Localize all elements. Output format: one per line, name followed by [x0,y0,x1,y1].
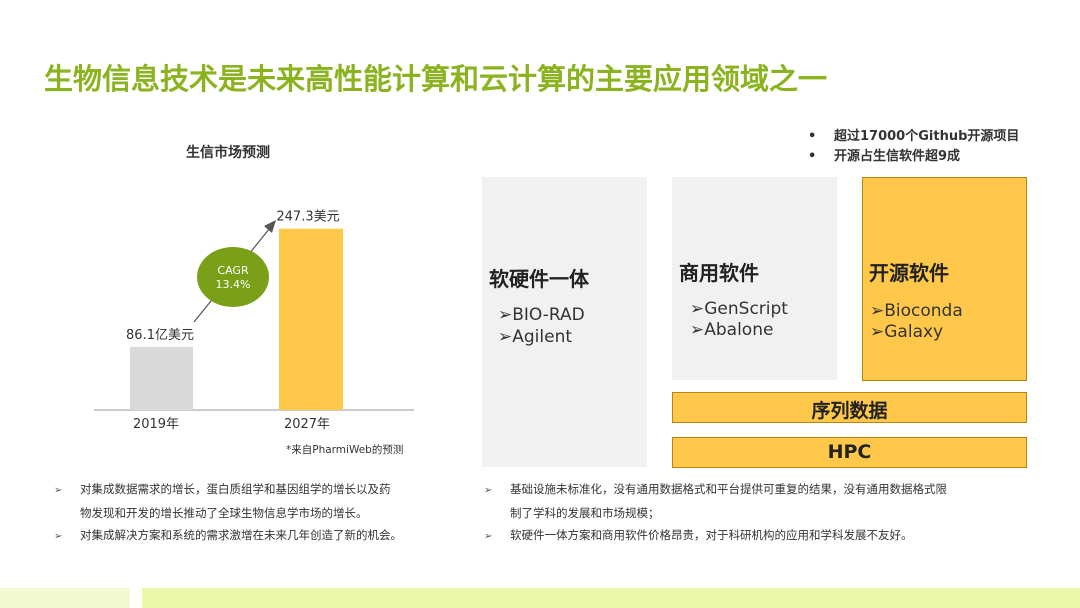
page-title: 生物信息技术是未来高性能计算和云计算的主要应用领域之一 [44,62,828,96]
bar-2027 [279,228,343,410]
note-bullet-icon: ➢ [54,531,63,542]
left-note-2: ➢ 对集成解决方案和系统的需求激增在未来几年创造了新的机会。 [54,524,474,548]
top-bullet-github: • 超过17000个Github开源项目 [808,129,1020,144]
box-hardware-software: 软硬件一体 ➢BIO-RAD ➢Agilent [482,177,647,467]
cagr-label: CAGR [217,264,249,277]
box-title-commercial: 商用软件 [679,261,759,285]
note-bullet-icon: ➢ [484,531,493,542]
left-note-1: ➢ 对集成数据需求的增长，蛋白质组学和基因组学的增长以及药 [54,478,474,502]
hpc-bar: HPC [672,437,1027,468]
source-note: *来自PharmiWeb的预测 [286,443,403,456]
left-note-1-cont: 物发现和开发的增长推动了全球生物信息学市场的增长。 [80,506,368,520]
right-notes: ➢ 基础设施未标准化，没有通用数据格式和平台提供可重复的结果，没有通用数据格式限 … [484,478,1054,548]
cagr-value: 13.4% [216,278,251,291]
chart-title: 生信市场预测 [186,145,270,161]
footer-strip-left [0,588,130,608]
box-title-hardware: 软硬件一体 [489,267,589,291]
box-item-abalone: ➢Abalone [690,320,774,340]
sequence-data-bar: 序列数据 [672,392,1027,423]
footer-strip-right [142,588,1080,608]
box-open-source-software: 开源软件 ➢Bioconda ➢Galaxy [862,177,1027,381]
box-item-genscript: ➢GenScript [690,299,788,319]
hpc-label: HPC [827,441,872,463]
market-forecast-chart: 86.1亿美元 247.3美元 2019年 2027年 CAGR 13.4% *… [94,210,414,456]
box-title-opensource: 开源软件 [869,261,949,285]
right-note-2: ➢ 软硬件一体方案和商用软件价格昂贵，对于科研机构的应用和学科发展不友好。 [484,524,1054,548]
box-item-galaxy: ➢Galaxy [870,322,944,342]
top-bullet-opensource-share: • 开源占生信软件超9成 [808,149,961,164]
box-item-agilent: ➢Agilent [498,327,573,347]
x-tick-2027: 2027年 [284,417,330,432]
x-tick-2019: 2019年 [133,417,179,432]
bar-2019 [130,346,193,410]
growth-arrowhead [264,220,276,233]
box-commercial-software: 商用软件 ➢GenScript ➢Abalone [672,177,837,380]
value-label-2027: 247.3美元 [276,210,339,225]
value-label-2019: 86.1亿美元 [126,328,194,343]
box-item-bioconda: ➢Bioconda [870,301,963,321]
right-note-1-cont: 制了学科的发展和市场规模； [510,506,660,520]
box-item-bio-rad: ➢BIO-RAD [498,305,585,325]
left-notes: ➢ 对集成数据需求的增长，蛋白质组学和基因组学的增长以及药 物发现和开发的增长推动… [54,478,474,548]
right-note-1: ➢ 基础设施未标准化，没有通用数据格式和平台提供可重复的结果，没有通用数据格式限 [484,478,1054,502]
sequence-data-label: 序列数据 [811,400,888,422]
note-bullet-icon: ➢ [54,485,63,496]
note-bullet-icon: ➢ [484,485,493,496]
cagr-ellipse [197,247,269,307]
